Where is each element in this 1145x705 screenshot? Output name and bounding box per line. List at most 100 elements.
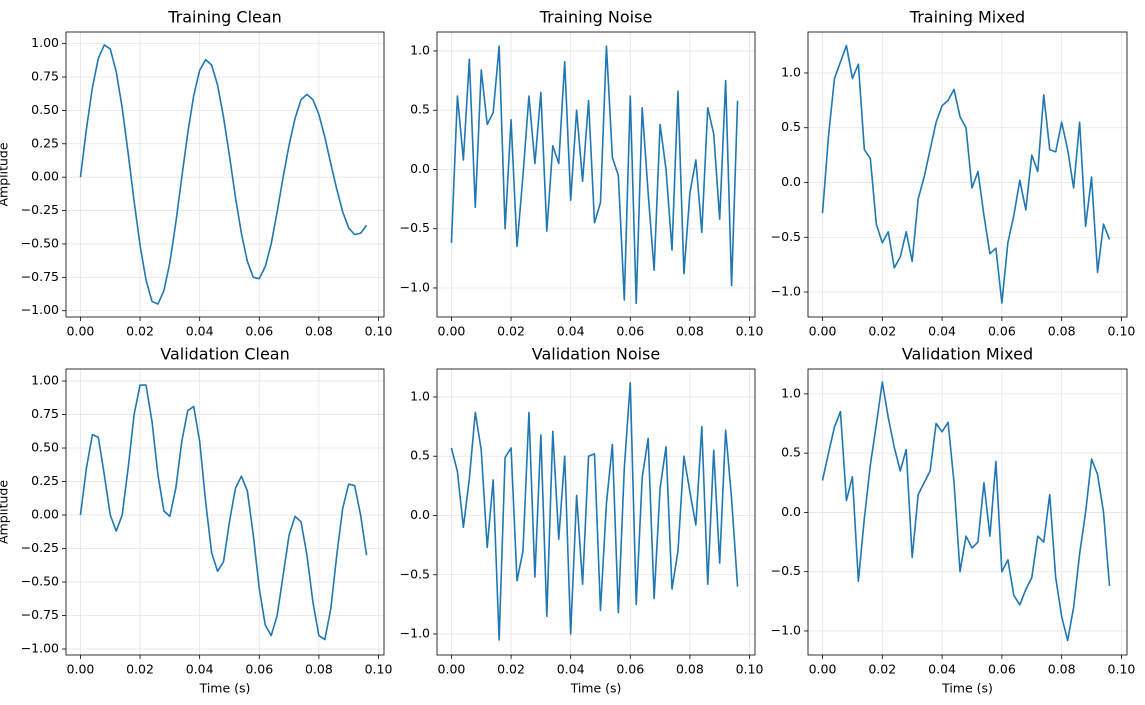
axes-frame	[65, 31, 385, 318]
x-tick-label: 0.00	[809, 662, 837, 677]
y-tick-label: −0.50	[21, 235, 59, 250]
x-tick-label: 0.04	[928, 662, 956, 677]
subplot-title: Training Noise	[539, 8, 653, 27]
y-tick-label: 0.25	[31, 473, 59, 488]
y-tick-label: 1.0	[781, 385, 801, 400]
data-line	[79, 44, 368, 305]
x-tick-label: 0.02	[126, 662, 154, 677]
axes-frame	[65, 368, 385, 656]
data-line	[450, 381, 739, 641]
y-tick-label: −0.5	[771, 229, 801, 244]
x-tick-label: 0.06	[616, 662, 644, 677]
x-tick-label: 0.08	[305, 662, 333, 677]
y-tick-label: 1.0	[410, 388, 430, 403]
y-tick-label: −0.25	[21, 202, 59, 217]
data-line	[821, 44, 1111, 304]
y-tick-label: 0.5	[410, 448, 430, 463]
x-tick-label: 0.06	[988, 662, 1016, 677]
y-tick-label: −0.5	[400, 220, 430, 235]
y-tick-label: 0.0	[410, 507, 430, 522]
y-tick-label: 1.00	[31, 35, 59, 50]
subplot-title: Validation Clean	[160, 345, 290, 364]
y-tick-label: 0.0	[781, 174, 801, 189]
y-tick-label: 0.75	[31, 406, 59, 421]
y-tick-label: −0.75	[21, 269, 59, 284]
x-tick-label: 0.00	[809, 324, 837, 339]
y-tick-label: 1.0	[781, 64, 801, 79]
subplot: 0.00 0.02 0.04 0.06 0.08 0.10 −1.0 −0.5 0.0 0.5 1.…	[400, 345, 764, 696]
subplot-title: Validation Mixed	[902, 345, 1033, 364]
x-tick-label: 0.02	[497, 324, 525, 339]
y-tick-label: −1.00	[21, 302, 59, 317]
x-tick-label: 0.06	[988, 324, 1016, 339]
y-tick-label: 0.0	[781, 504, 801, 519]
y-tick-label: −0.25	[21, 540, 59, 555]
subplot-title: Training Mixed	[909, 8, 1025, 27]
x-tick-label: 0.10	[365, 324, 393, 339]
data-line	[821, 381, 1111, 642]
x-tick-label: 0.08	[305, 324, 333, 339]
x-tick-label: 0.00	[438, 662, 466, 677]
subplot: 0.00 0.02 0.04 0.06 0.08 0.10 −1.0 −0.5 0.0 0.5 1.…	[771, 8, 1136, 339]
y-tick-label: 0.25	[31, 135, 59, 150]
axes-frame	[807, 31, 1128, 318]
x-tick-label: 0.02	[868, 324, 896, 339]
y-tick-label: −1.0	[400, 279, 430, 294]
x-tick-label: 0.00	[67, 324, 95, 339]
y-tick-label: 0.5	[410, 102, 430, 117]
x-tick-label: 0.10	[1108, 662, 1136, 677]
x-axis-label: Time (s)	[570, 681, 622, 696]
y-tick-label: 0.0	[410, 161, 430, 176]
y-tick-label: 0.00	[31, 169, 59, 184]
x-tick-label: 0.02	[868, 662, 896, 677]
x-axis-label: Time (s)	[941, 681, 993, 696]
x-tick-label: 0.04	[186, 324, 214, 339]
subplot: 0.00 0.02 0.04 0.06 0.08 0.10 −1.00 −0.75 −0.50 −…	[0, 345, 392, 696]
x-tick-label: 0.08	[676, 662, 704, 677]
subplot-title: Training Clean	[167, 8, 282, 27]
y-tick-label: 0.5	[781, 445, 801, 460]
y-tick-label: −1.0	[400, 626, 430, 641]
x-tick-label: 0.06	[616, 324, 644, 339]
x-axis-label: Time (s)	[199, 681, 251, 696]
data-line	[450, 45, 739, 305]
x-tick-label: 0.08	[1048, 324, 1076, 339]
x-tick-label: 0.06	[245, 324, 273, 339]
y-tick-label: 0.00	[31, 507, 59, 522]
y-tick-label: 0.50	[31, 440, 59, 455]
y-tick-label: 1.00	[31, 373, 59, 388]
x-tick-label: 0.02	[497, 662, 525, 677]
subplot: 0.00 0.02 0.04 0.06 0.08 0.10 −1.0 −0.5 0.0 0.5 1.…	[771, 345, 1136, 696]
y-tick-label: 0.75	[31, 69, 59, 84]
data-line	[79, 384, 368, 641]
y-tick-label: −0.50	[21, 573, 59, 588]
x-tick-label: 0.04	[557, 662, 585, 677]
x-tick-label: 0.10	[736, 662, 764, 677]
x-tick-label: 0.02	[126, 324, 154, 339]
y-tick-label: −0.75	[21, 607, 59, 622]
axes-frame	[436, 31, 756, 318]
subplot-title: Validation Noise	[532, 345, 660, 364]
y-tick-label: −1.00	[21, 640, 59, 655]
subplot: 0.00 0.02 0.04 0.06 0.08 0.10 −1.00 −0.75 −0.50 −…	[0, 8, 392, 339]
y-tick-label: −1.0	[771, 622, 801, 637]
y-tick-label: −0.5	[400, 566, 430, 581]
y-tick-label: −0.5	[771, 563, 801, 578]
y-tick-label: −1.0	[771, 284, 801, 299]
x-tick-label: 0.08	[1048, 662, 1076, 677]
y-tick-label: 0.5	[781, 119, 801, 134]
y-tick-label: 1.0	[410, 42, 430, 57]
x-tick-label: 0.10	[365, 662, 393, 677]
subplot: 0.00 0.02 0.04 0.06 0.08 0.10 −1.0 −0.5 0.0 0.5 1.…	[400, 8, 764, 339]
x-tick-label: 0.04	[928, 324, 956, 339]
x-tick-label: 0.00	[438, 324, 466, 339]
x-tick-label: 0.10	[1108, 324, 1136, 339]
x-tick-label: 0.04	[186, 662, 214, 677]
x-tick-label: 0.06	[245, 662, 273, 677]
axes-frame	[436, 368, 756, 656]
y-tick-label: 0.50	[31, 102, 59, 117]
x-tick-label: 0.10	[736, 324, 764, 339]
x-tick-label: 0.08	[676, 324, 704, 339]
x-tick-label: 0.00	[67, 662, 95, 677]
